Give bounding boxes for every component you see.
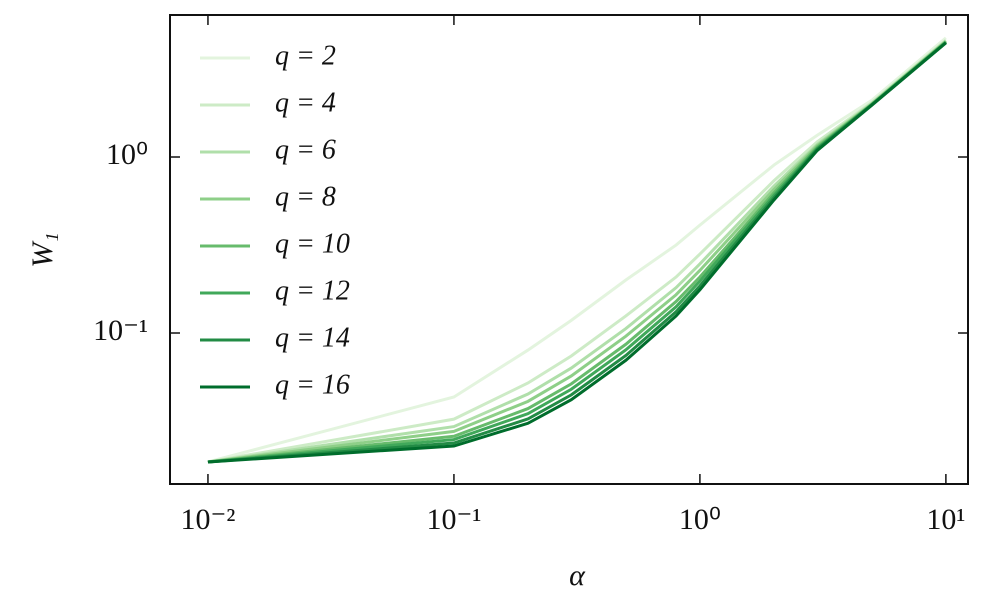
legend-label: q = 16 — [275, 369, 350, 400]
legend-label: q = 6 — [275, 134, 336, 165]
y-tick-label: 10⁻¹ — [93, 314, 148, 347]
series-line — [207, 41, 947, 464]
x-tick-label: 10⁻¹ — [427, 503, 482, 536]
legend-label: q = 8 — [275, 181, 336, 212]
legend-label: q = 14 — [275, 322, 350, 353]
y-tick-label: 10⁰ — [106, 138, 148, 171]
y-axis-label: W₁ — [26, 232, 59, 267]
legend-label: q = 4 — [275, 87, 336, 118]
x-tick-label: 10⁰ — [679, 503, 721, 536]
series-line — [207, 39, 947, 464]
legend-box — [190, 34, 370, 412]
plot-frame — [169, 14, 969, 485]
series-line — [207, 36, 947, 464]
x-tick-label: 10⁻² — [181, 503, 236, 536]
legend-label: q = 12 — [275, 275, 350, 306]
legend-label: q = 10 — [275, 228, 350, 259]
x-axis-label: α — [569, 559, 586, 592]
x-tick-label: 10¹ — [926, 503, 965, 536]
legend-label: q = 2 — [275, 40, 336, 71]
